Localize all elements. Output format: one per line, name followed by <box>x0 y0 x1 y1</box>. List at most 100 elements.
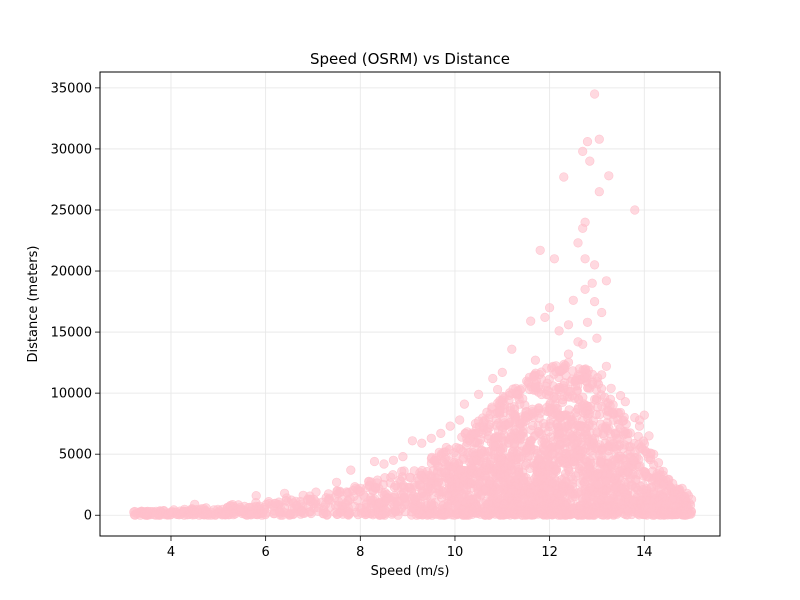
scatter-point <box>451 442 461 453</box>
scatter-point <box>594 450 604 460</box>
scatter-point <box>633 469 643 480</box>
scatter-point <box>499 403 510 414</box>
scatter-point <box>644 431 654 441</box>
scatter-point <box>537 472 548 482</box>
scatter-point <box>642 495 652 505</box>
scatter-point <box>565 429 575 439</box>
scatter-point <box>617 484 627 494</box>
scatter-point <box>564 392 575 402</box>
scatter-point <box>594 187 604 197</box>
scatter-point <box>625 428 635 438</box>
scatter-point <box>526 488 536 498</box>
scatter-point <box>257 508 267 519</box>
scatter-point <box>561 422 571 432</box>
scatter-point <box>649 449 659 459</box>
scatter-point <box>619 415 629 426</box>
scatter-point <box>472 508 482 519</box>
scatter-point <box>641 471 652 482</box>
scatter-point <box>608 415 618 425</box>
scatter-point <box>592 427 602 437</box>
scatter-point <box>646 482 657 492</box>
y-axis-label: Distance (meters) <box>26 246 41 363</box>
scatter-point <box>597 401 607 412</box>
scatter-point <box>507 484 517 495</box>
y-tick-label: 5000 <box>59 448 92 463</box>
scatter-point <box>601 486 612 496</box>
scatter-point <box>330 501 341 511</box>
scatter-point <box>574 364 585 374</box>
scatter-point <box>575 427 586 437</box>
scatter-point <box>406 473 416 483</box>
scatter-point <box>580 284 590 294</box>
scatter-point <box>444 507 454 517</box>
scatter-point <box>559 172 569 182</box>
scatter-point <box>518 475 528 485</box>
scatter-point <box>528 421 538 431</box>
scatter-point <box>529 510 539 520</box>
scatter-point <box>679 498 689 508</box>
x-tick-label: 10 <box>447 545 464 560</box>
scatter-point <box>423 484 433 494</box>
scatter-point <box>527 404 538 414</box>
scatter-point <box>344 508 355 518</box>
scatter-point <box>578 223 588 233</box>
scatter-point <box>274 507 285 517</box>
scatter-point <box>540 438 550 448</box>
scatter-point <box>280 488 290 498</box>
scatter-point <box>634 421 645 431</box>
scatter-point <box>618 453 628 464</box>
scatter-point <box>545 485 555 495</box>
scatter-point <box>672 508 682 518</box>
scatter-point <box>540 312 550 323</box>
scatter-point <box>346 465 356 475</box>
scatter-point <box>578 146 588 156</box>
scatter-point <box>585 156 595 166</box>
scatter-point <box>168 507 178 517</box>
scatter-point <box>686 494 697 505</box>
scatter-point <box>582 317 593 327</box>
scatter-point <box>599 463 610 474</box>
scatter-point <box>628 455 638 465</box>
x-tick-label: 14 <box>636 545 653 560</box>
scatter-point <box>542 363 552 373</box>
scatter-point <box>503 474 514 484</box>
scatter-point <box>491 414 501 424</box>
scatter-point <box>439 447 449 458</box>
scatter-point <box>561 453 572 463</box>
scatter-point <box>503 509 513 519</box>
scatter-point <box>364 481 375 491</box>
scatter-point <box>493 384 503 395</box>
scatter-point <box>570 508 580 518</box>
scatter-point <box>219 509 230 520</box>
x-tick-label: 4 <box>167 545 175 560</box>
scatter-point <box>638 480 648 490</box>
scatter-point <box>359 490 369 500</box>
scatter-point <box>388 470 398 480</box>
x-axis-label: Speed (m/s) <box>371 564 450 579</box>
scatter-point <box>388 455 399 465</box>
points-layer <box>129 89 697 520</box>
scatter-point <box>615 407 626 418</box>
scatter-point <box>605 429 616 439</box>
scatter-point <box>653 458 664 468</box>
scatter-point <box>540 446 550 456</box>
scatter-point <box>129 507 139 517</box>
scatter-point <box>569 452 580 462</box>
scatter-point <box>482 407 492 417</box>
scatter-point <box>497 425 508 436</box>
scatter-point <box>596 507 607 517</box>
scatter-point <box>399 466 409 476</box>
scatter-point <box>509 402 519 412</box>
scatter-point <box>390 506 400 516</box>
scatter-point <box>375 497 385 508</box>
scatter-point <box>585 401 596 412</box>
scatter-point <box>536 429 547 439</box>
scatter-point <box>483 424 493 434</box>
scatter-point <box>516 489 527 499</box>
chart-title: Speed (OSRM) vs Distance <box>310 50 510 68</box>
scatter-point <box>606 383 616 393</box>
scatter-point <box>417 510 427 520</box>
scatter-point <box>474 488 484 498</box>
scatter-point <box>292 500 302 511</box>
scatter-point <box>601 276 612 286</box>
